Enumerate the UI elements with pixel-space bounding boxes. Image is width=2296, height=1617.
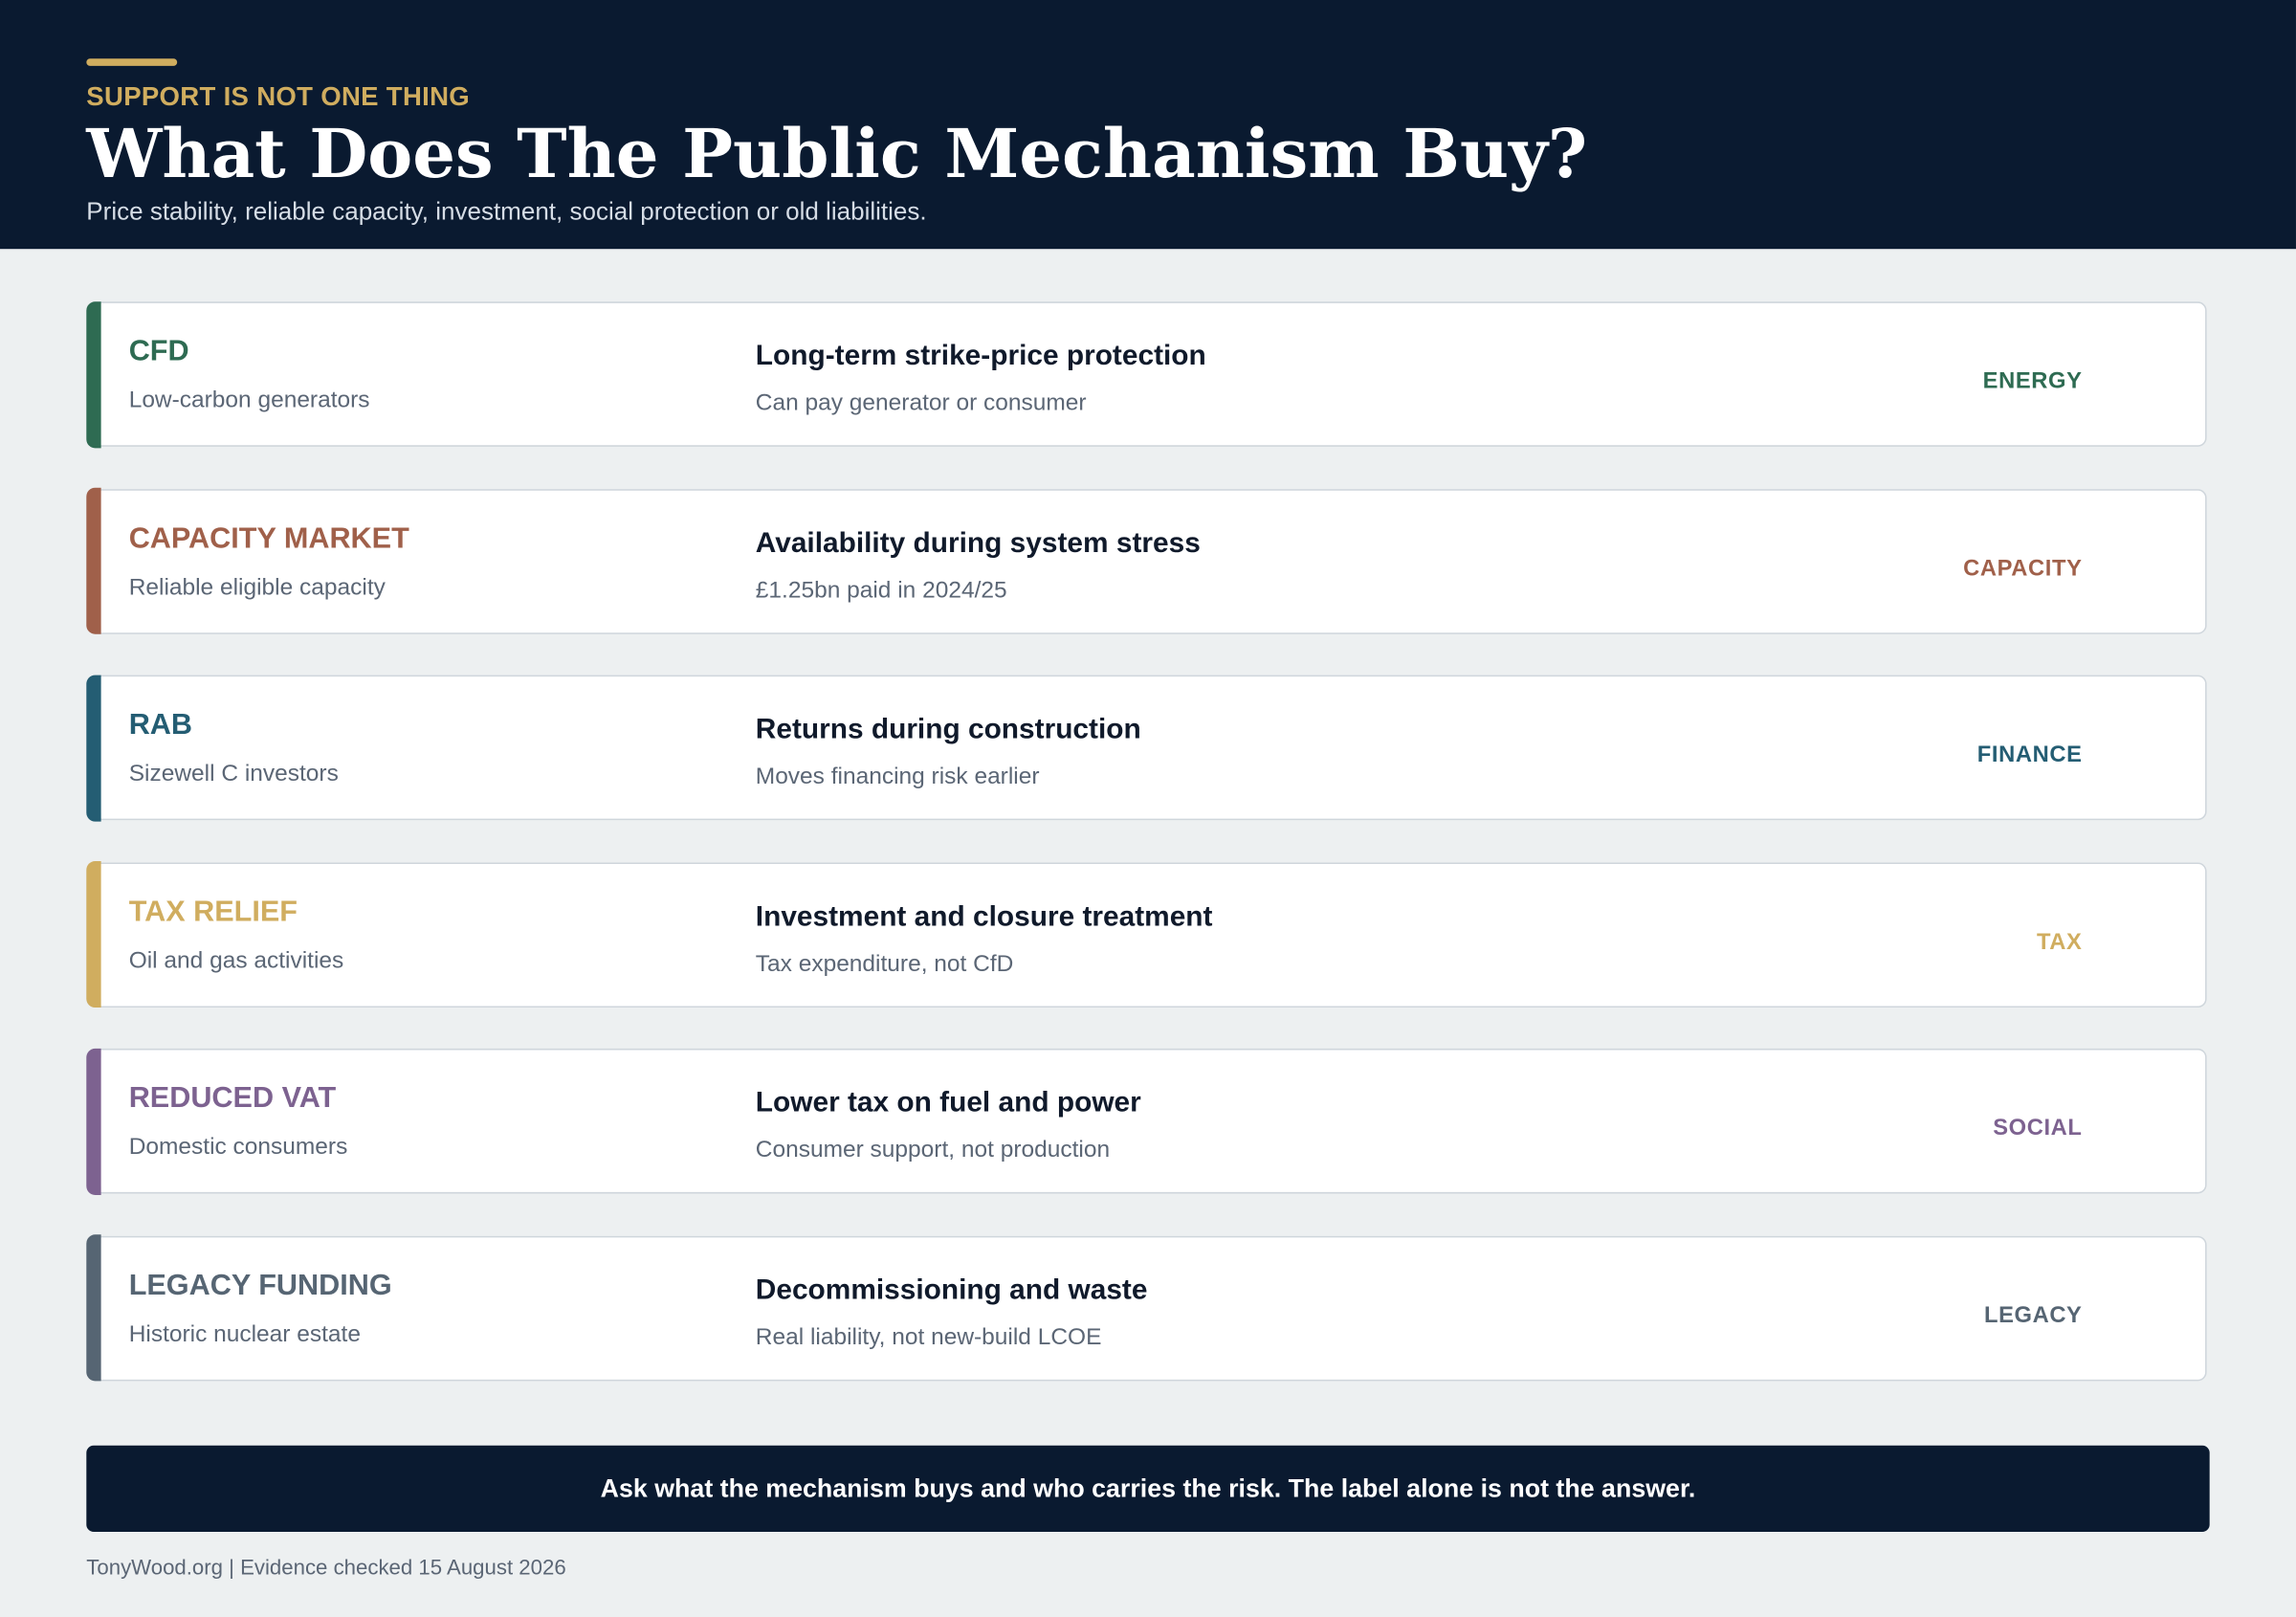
kicker: SUPPORT IS NOT ONE THING xyxy=(86,81,471,112)
category-tag: TAX xyxy=(2036,929,2083,955)
mechanism-name: CFD xyxy=(128,335,189,368)
audience: Sizewell C investors xyxy=(128,761,339,786)
category-tag: FINANCE xyxy=(1976,742,2083,768)
category-tag: CAPACITY xyxy=(1963,555,2083,581)
what-it-buys: Investment and closure treatment xyxy=(755,899,1213,933)
note: Real liability, not new-build LCOE xyxy=(755,1324,1102,1350)
note: £1.25bn paid in 2024/25 xyxy=(755,577,1007,603)
subtitle: Price stability, reliable capacity, inve… xyxy=(86,197,927,226)
mechanism-card: REDUCED VAT Domestic consumers Lower tax o… xyxy=(85,1048,2207,1195)
mechanism-card: CFD Low-carbon generators Long-term strike… xyxy=(85,300,2207,448)
audience: Low-carbon generators xyxy=(128,388,370,413)
color-bar xyxy=(85,487,100,634)
what-it-buys: Long-term strike-price protection xyxy=(755,340,1206,372)
mechanism-name: RAB xyxy=(128,708,193,742)
note: Tax expenditure, not CfD xyxy=(755,951,1014,977)
mechanism-name: TAX RELIEF xyxy=(128,895,298,928)
accent-bar xyxy=(86,58,178,66)
mechanism-card: RAB Sizewell C investors Returns during co… xyxy=(85,674,2207,821)
color-bar xyxy=(85,300,100,448)
mechanism-name: LEGACY FUNDING xyxy=(128,1269,392,1301)
audience: Domestic consumers xyxy=(128,1135,348,1161)
category-tag: SOCIAL xyxy=(1993,1116,2083,1141)
what-it-buys: Returns during construction xyxy=(755,713,1141,746)
mechanism-card: TAX RELIEF Oil and gas activities Investme… xyxy=(85,860,2207,1008)
what-it-buys: Decommissioning and waste xyxy=(755,1273,1148,1306)
category-tag: ENERGY xyxy=(1982,368,2083,394)
note: Consumer support, not production xyxy=(755,1138,1111,1163)
category-tag: LEGACY xyxy=(1983,1302,2083,1328)
color-bar xyxy=(85,1234,100,1382)
color-bar xyxy=(85,1048,100,1195)
mechanism-name: CAPACITY MARKET xyxy=(128,521,409,555)
mechanism-card: LEGACY FUNDING Historic nuclear estate Dec… xyxy=(85,1234,2207,1382)
note: Moves financing risk earlier xyxy=(755,764,1040,789)
what-it-buys: Availability during system stress xyxy=(755,526,1201,559)
note: Can pay generator or consumer xyxy=(755,390,1087,416)
mechanism-card: CAPACITY MARKET Reliable eligible capacit… xyxy=(85,487,2207,634)
title: What Does The Public Mechanism Buy? xyxy=(86,114,1588,194)
audience: Reliable eligible capacity xyxy=(128,574,386,600)
source: TonyWood.org | Evidence checked 15 Augus… xyxy=(86,1557,566,1581)
audience: Historic nuclear estate xyxy=(128,1321,361,1347)
header: SUPPORT IS NOT ONE THING What Does The P… xyxy=(0,0,2296,250)
banner: Ask what the mechanism buys and who carr… xyxy=(86,1445,2210,1533)
audience: Oil and gas activities xyxy=(128,948,344,974)
color-bar xyxy=(85,860,100,1008)
what-it-buys: Lower tax on fuel and power xyxy=(755,1086,1141,1119)
color-bar xyxy=(85,674,100,821)
mechanism-name: REDUCED VAT xyxy=(128,1082,337,1115)
